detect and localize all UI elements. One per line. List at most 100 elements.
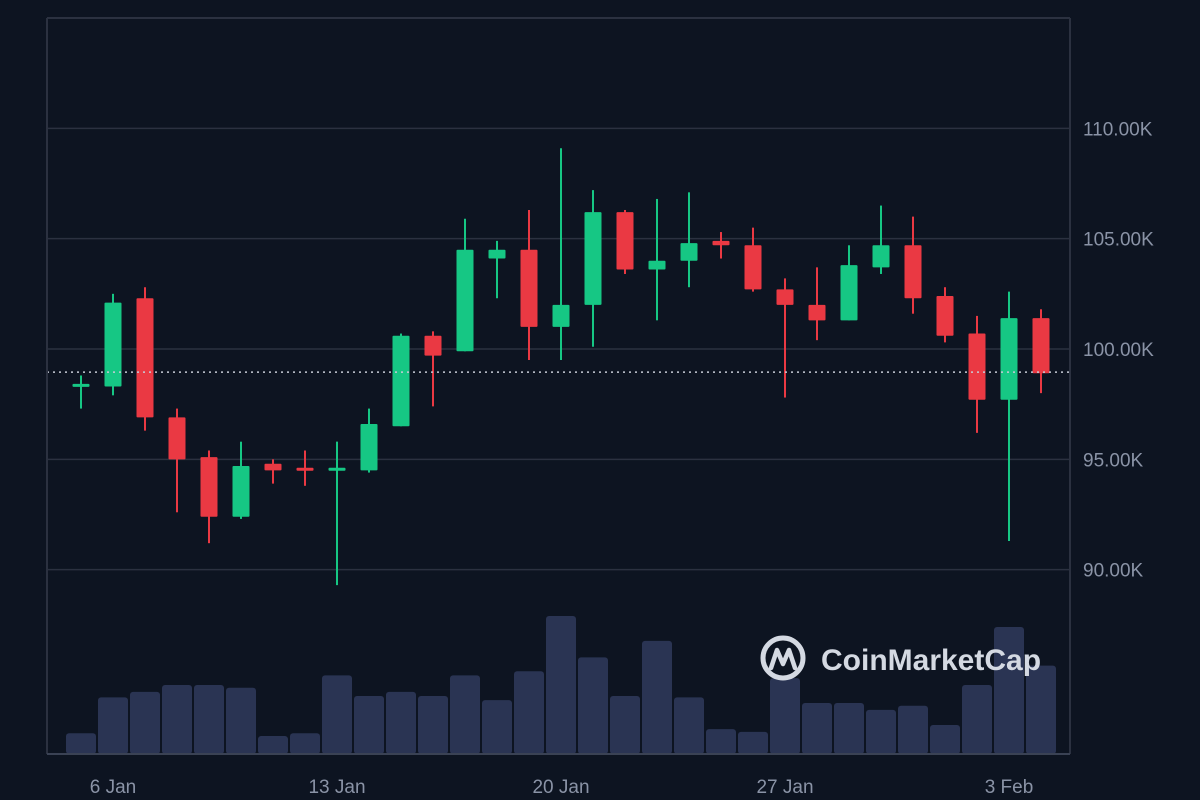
- candle: [488, 240, 506, 299]
- candle-body: [168, 417, 186, 460]
- candle: [808, 267, 826, 341]
- candle-body: [584, 212, 602, 305]
- candle: [744, 227, 762, 292]
- volume-bar: [226, 687, 256, 754]
- candle-body: [1000, 318, 1018, 400]
- candle: [552, 148, 570, 361]
- volume-bar: [802, 702, 832, 754]
- x-tick-label: 6 Jan: [90, 777, 136, 798]
- candle-body: [648, 260, 666, 270]
- candle: [1000, 291, 1018, 541]
- volume-bar: [898, 705, 928, 754]
- x-tick-label: 27 Jan: [756, 777, 813, 798]
- candle: [776, 278, 794, 398]
- volume-bar: [642, 640, 672, 754]
- candle-body: [264, 463, 282, 471]
- candle-body: [936, 296, 954, 336]
- candle: [840, 245, 858, 321]
- grid-lines: [47, 127, 1070, 571]
- candle-body: [840, 265, 858, 321]
- candle: [72, 375, 90, 409]
- volume-bar: [322, 675, 352, 754]
- volume-bar: [386, 691, 416, 754]
- candle-body: [680, 243, 698, 261]
- candle: [648, 198, 666, 321]
- x-tick-label: 13 Jan: [308, 777, 365, 798]
- volume-bar: [994, 627, 1024, 754]
- candle: [520, 209, 538, 361]
- candle-body: [1032, 318, 1050, 374]
- y-axis: 90.00K 95.00K 100.00K 105.00K 110.00K: [1083, 119, 1154, 581]
- volume-bar: [258, 736, 288, 754]
- coinmarketcap-logo-icon: [760, 635, 806, 681]
- y-tick-label: 95.00K: [1083, 450, 1144, 471]
- candle-body: [744, 245, 762, 290]
- candle: [680, 192, 698, 288]
- y-tick-label: 105.00K: [1083, 230, 1154, 251]
- volume-bar: [194, 685, 224, 754]
- candle: [136, 287, 154, 431]
- candle: [200, 450, 218, 544]
- candle-body: [424, 335, 442, 356]
- candle-body: [520, 249, 538, 327]
- candle-body: [712, 240, 730, 246]
- candle: [616, 209, 634, 274]
- volume-bar: [290, 733, 320, 754]
- candle-body: [968, 333, 986, 400]
- volume-bar: [546, 616, 576, 754]
- volume-bar: [130, 691, 160, 754]
- candle-body: [392, 335, 410, 427]
- volume-bar: [354, 696, 384, 754]
- volume-bar: [770, 678, 800, 754]
- volume-bar: [450, 675, 480, 754]
- candle: [264, 459, 282, 484]
- candle: [584, 190, 602, 347]
- candle-body: [72, 383, 90, 387]
- candle: [328, 441, 346, 586]
- candle: [168, 408, 186, 513]
- candle-body: [360, 424, 378, 471]
- candle-body: [200, 457, 218, 517]
- volume-bar: [706, 729, 736, 754]
- candle: [936, 287, 954, 343]
- candle: [424, 331, 442, 407]
- volume-bar: [578, 657, 608, 754]
- y-tick-label: 100.00K: [1083, 340, 1154, 361]
- candle-body: [232, 465, 250, 517]
- volume-bars: [66, 616, 1056, 754]
- volume-bar: [674, 697, 704, 754]
- candle-body: [456, 249, 474, 352]
- volume-bar: [930, 725, 960, 754]
- volume-bar: [834, 702, 864, 754]
- x-tick-label: 20 Jan: [532, 777, 589, 798]
- x-axis: 6 Jan 13 Jan 20 Jan 27 Jan 3 Feb: [90, 777, 1034, 798]
- candle-body: [488, 249, 506, 259]
- candles: [72, 148, 1050, 586]
- candle-body: [904, 245, 922, 299]
- x-tick-label: 3 Feb: [985, 777, 1034, 798]
- volume-bar: [514, 671, 544, 754]
- candle-body: [776, 289, 794, 305]
- candle-body: [328, 467, 346, 471]
- volume-bar: [482, 700, 512, 754]
- candle-body: [808, 304, 826, 321]
- candle: [1032, 309, 1050, 394]
- y-tick-label: 90.00K: [1083, 561, 1144, 582]
- candle: [360, 408, 378, 473]
- y-tick-label: 110.00K: [1083, 119, 1153, 140]
- volume-bar: [610, 696, 640, 754]
- volume-bar: [418, 696, 448, 754]
- volume-bar: [1026, 665, 1056, 754]
- candle: [232, 441, 250, 519]
- volume-bar: [98, 697, 128, 754]
- coinmarketcap-watermark: CoinMarketCap: [760, 635, 1041, 681]
- volume-bar: [162, 685, 192, 754]
- brand-name: CoinMarketCap: [821, 644, 1041, 677]
- volume-bar: [866, 709, 896, 754]
- candle-body: [296, 467, 314, 471]
- volume-bar: [962, 685, 992, 754]
- plot-frame: [46, 17, 1071, 755]
- candle-body: [872, 245, 890, 268]
